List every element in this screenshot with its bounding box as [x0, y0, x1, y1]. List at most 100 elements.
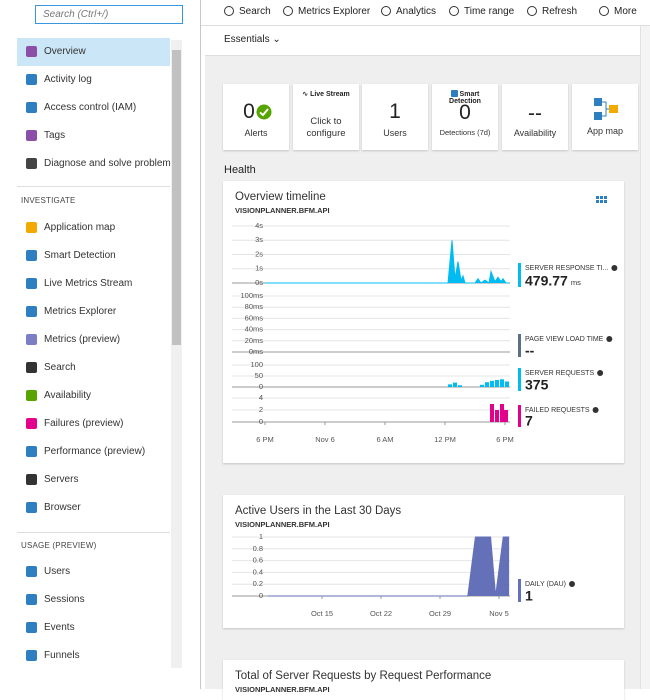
- menu-label: Diagnose and solve problems: [44, 158, 176, 169]
- menu-icon: [26, 74, 37, 85]
- menu-label: Failures (preview): [44, 418, 124, 429]
- menu-label: Funnels: [44, 650, 80, 661]
- tile-label: Availability: [513, 128, 557, 138]
- menu-item[interactable]: Sessions: [17, 586, 170, 614]
- menu-item[interactable]: Live Metrics Stream: [17, 270, 170, 298]
- scrollbar[interactable]: [640, 26, 650, 689]
- menu-label: Metrics (preview): [44, 334, 121, 345]
- menu-item[interactable]: Events: [17, 614, 170, 642]
- menu-icon: [26, 594, 37, 605]
- tile-header: Smart Detection: [434, 90, 496, 105]
- menu-item[interactable]: Activity log: [17, 66, 170, 94]
- essentials-label: Essentials: [224, 34, 270, 45]
- scrollbar[interactable]: [171, 40, 182, 668]
- tile-value: 0: [459, 101, 471, 124]
- menu-item[interactable]: Access control (IAM): [17, 94, 170, 122]
- menu-item[interactable]: Smart Detection: [17, 242, 170, 270]
- menu-heading: INVESTIGATE: [21, 196, 76, 205]
- menu-item[interactable]: Funnels: [17, 642, 170, 670]
- tile-label: Click to configure: [306, 116, 346, 139]
- menu-label: Tags: [44, 130, 66, 141]
- tile-value: 0: [243, 100, 255, 123]
- tile-value: --: [528, 102, 542, 125]
- toolbar-icon: [599, 6, 609, 16]
- menu-icon: [26, 362, 37, 373]
- essentials-toggle[interactable]: Essentials ⌄: [224, 34, 281, 45]
- search-box[interactable]: Search (Ctrl+/): [35, 5, 183, 24]
- toolbar: Search Metrics Explorer Analytics Time rang…: [201, 0, 650, 26]
- menu-icon: [26, 158, 37, 169]
- search-placeholder: Search (Ctrl+/): [43, 9, 109, 20]
- menu-label: Events: [44, 622, 75, 633]
- menu-icon: [26, 46, 37, 57]
- tile-header-text: Smart Detection: [449, 91, 481, 105]
- live-stream-tile[interactable]: ∿ Live Stream Click to configure: [293, 84, 359, 150]
- menu-item[interactable]: Performance (preview): [17, 438, 170, 466]
- card-subtitle: VISIONPLANNER.BFM.API: [235, 685, 330, 694]
- ok-icon: [256, 104, 272, 120]
- toolbar-button[interactable]: Analytics: [396, 6, 437, 17]
- menu-item[interactable]: Servers: [17, 466, 170, 494]
- app-map-icon: [594, 98, 618, 120]
- menu-icon: [26, 566, 37, 577]
- menu-label: Availability: [44, 390, 92, 401]
- menu-label: Search: [44, 362, 76, 373]
- scroll-thumb[interactable]: [172, 50, 181, 345]
- requests-card[interactable]: Total of Server Requests by Request Perf…: [223, 660, 624, 700]
- toolbar-button[interactable]: Metrics Explorer: [298, 6, 371, 17]
- menu-item[interactable]: Browser: [17, 494, 170, 522]
- menu-label: Smart Detection: [44, 250, 116, 261]
- menu-icon: [26, 474, 37, 485]
- menu-item[interactable]: Overview: [17, 38, 170, 66]
- alerts-tile[interactable]: 0 Alerts: [223, 84, 289, 150]
- availability-tile[interactable]: -- Availability: [502, 84, 568, 150]
- menu-item[interactable]: Search: [17, 354, 170, 382]
- tile-label: Alerts: [244, 128, 268, 138]
- timeline-card[interactable]: Overview timeline VISIONPLANNER.BFM.API: [223, 181, 624, 463]
- toolbar-icon: [449, 6, 459, 16]
- menu-icon: [26, 446, 37, 457]
- menu-icon: [26, 250, 37, 261]
- menu-icon: [26, 130, 37, 141]
- users-tile[interactable]: 1 Users: [362, 84, 428, 150]
- tile-value: 1: [389, 100, 401, 123]
- card-title: Active Users in the Last 30 Days: [235, 505, 402, 517]
- app-map-tile[interactable]: App map: [572, 84, 638, 150]
- toolbar-button[interactable]: Search: [239, 6, 271, 17]
- menu-icon: [26, 418, 37, 429]
- menu-label: Activity log: [44, 74, 92, 85]
- menu-icon: [26, 278, 37, 289]
- menu-heading: USAGE (PREVIEW): [21, 541, 97, 550]
- toolbar-button[interactable]: Time range: [464, 6, 515, 17]
- menu-item[interactable]: Application map: [17, 214, 170, 242]
- menu-label: Users: [44, 566, 71, 577]
- menu-item[interactable]: Metrics Explorer: [17, 298, 170, 326]
- menu-label: Metrics Explorer: [44, 306, 117, 317]
- card-title: Overview timeline: [235, 191, 326, 203]
- menu-item[interactable]: Tags: [17, 122, 170, 150]
- menu-label: Application map: [44, 222, 116, 233]
- menu-icon: [26, 222, 37, 233]
- grid-icon[interactable]: [596, 196, 608, 206]
- menu-item[interactable]: Diagnose and solve problems: [17, 150, 176, 178]
- toolbar-icon: [224, 6, 234, 16]
- separator: [17, 532, 170, 533]
- menu-icon: [26, 102, 37, 113]
- menu-label: Overview: [44, 46, 86, 57]
- menu-item[interactable]: Failures (preview): [17, 410, 170, 438]
- toolbar-button[interactable]: More: [614, 6, 637, 17]
- tile-header: ∿ Live Stream: [302, 91, 350, 98]
- active-users-card[interactable]: Active Users in the Last 30 Days VISIONP…: [223, 495, 624, 628]
- tile-label: Detections (7d): [439, 128, 491, 137]
- toolbar-button[interactable]: Refresh: [542, 6, 578, 17]
- menu-item[interactable]: Metrics (preview): [17, 326, 170, 354]
- menu-item[interactable]: Users: [17, 558, 170, 586]
- menu-label: Servers: [44, 474, 79, 485]
- card-subtitle: VISIONPLANNER.BFM.API: [235, 206, 330, 215]
- menu-item[interactable]: Availability: [17, 382, 170, 410]
- smart-detection-tile[interactable]: Smart Detection 0 Detections (7d): [432, 84, 498, 150]
- menu-label: Live Metrics Stream: [44, 278, 133, 289]
- tile-label: App map: [586, 126, 624, 136]
- toolbar-icon: [527, 6, 537, 16]
